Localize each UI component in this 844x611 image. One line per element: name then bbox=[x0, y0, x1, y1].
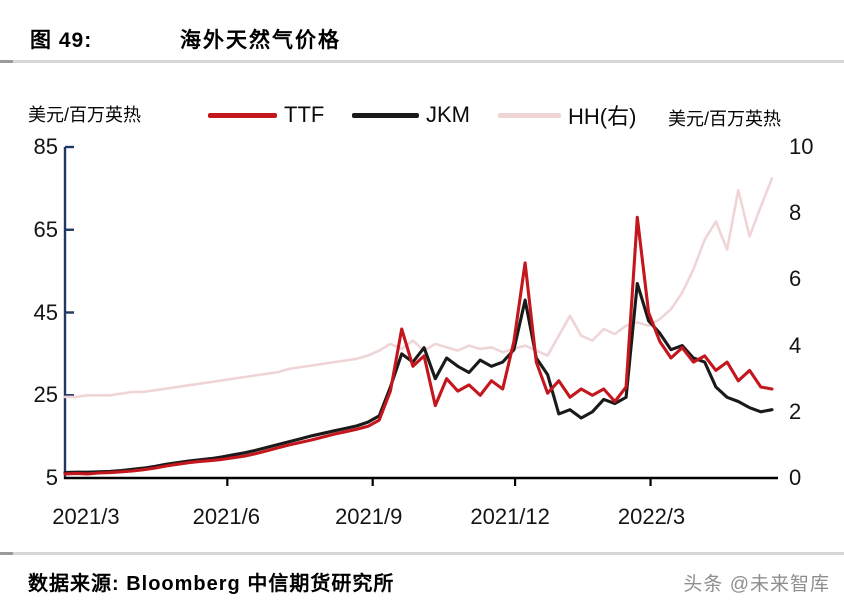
page-title: 海外天然气价格 bbox=[180, 29, 341, 52]
series-line-jkm bbox=[63, 281, 774, 475]
x-tick-label-2022-3: 2022/3 bbox=[617, 504, 686, 529]
legend-label: TTF bbox=[284, 102, 325, 127]
y-right-tick-label-2: 2 bbox=[789, 398, 802, 424]
y-left-tick-label-5: 5 bbox=[45, 465, 58, 490]
data-source-text: 数据来源: Bloomberg 中信期货研究所 bbox=[28, 573, 395, 595]
series-line-ttf bbox=[63, 215, 774, 476]
figure-number-label: 图 49: bbox=[30, 29, 93, 52]
legend-line-swatch bbox=[208, 112, 277, 118]
x-tick-label-2021-3: 2021/3 bbox=[52, 504, 120, 529]
legend-item-hh: HH(右) bbox=[498, 101, 636, 129]
y-right-tick-label-8: 8 bbox=[789, 200, 802, 226]
series-line-hh bbox=[63, 177, 774, 399]
legend-item-ttf: TTF bbox=[208, 101, 324, 129]
y-left-tick-label-45: 45 bbox=[33, 299, 58, 325]
y-left-tick-label-65: 65 bbox=[33, 216, 58, 242]
watermark-text: 头条 @未来智库 bbox=[683, 574, 830, 595]
legend-line-swatch bbox=[498, 112, 561, 118]
y-left-tick-label-85: 85 bbox=[33, 134, 58, 159]
y-right-tick-label-4: 4 bbox=[789, 332, 802, 358]
x-tick-label-2021-12: 2021/12 bbox=[470, 504, 550, 529]
legend-line-swatch bbox=[352, 112, 419, 118]
divider-left-cap bbox=[0, 60, 13, 63]
y-right-tick-label-10: 10 bbox=[789, 134, 814, 159]
right-axis-unit-label: 美元/百万英热 bbox=[668, 109, 782, 129]
footer-divider bbox=[0, 552, 844, 555]
x-tick-label-2021-9: 2021/9 bbox=[335, 504, 403, 529]
y-right-tick-label-6: 6 bbox=[789, 266, 802, 292]
x-tick-label-2021-6: 2021/6 bbox=[192, 504, 260, 529]
left-axis-unit-label: 美元/百万英热 bbox=[28, 105, 142, 125]
y-left-tick-label-25: 25 bbox=[33, 382, 58, 408]
legend-label: HH(右) bbox=[568, 104, 637, 129]
divider-left-cap bbox=[0, 552, 13, 555]
legend-item-jkm: JKM bbox=[352, 101, 470, 129]
y-right-tick-label-0: 0 bbox=[789, 465, 802, 490]
title-divider bbox=[0, 60, 844, 63]
legend-label: JKM bbox=[426, 102, 470, 127]
